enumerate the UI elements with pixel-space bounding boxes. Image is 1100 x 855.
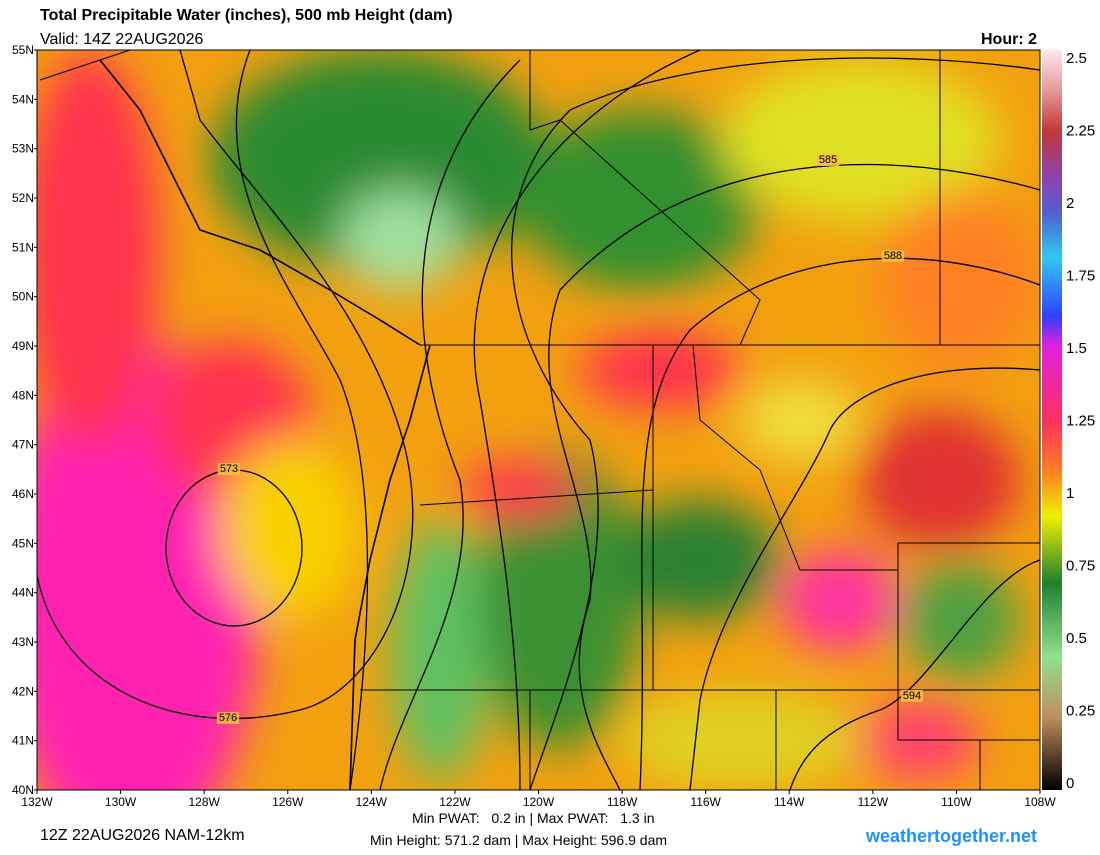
colorbar-label: 1.25 xyxy=(1066,413,1095,430)
latitude-label: 55N xyxy=(12,43,34,57)
colorbar-label: 0.5 xyxy=(1066,630,1087,647)
colorbar xyxy=(1042,50,1062,790)
longitude-label: 110W xyxy=(941,795,972,809)
contour-label: 594 xyxy=(903,690,921,702)
longitude-label: 124W xyxy=(356,795,388,809)
valid-time: Valid: 14Z 22AUG2026 xyxy=(40,31,203,48)
longitude-label: 132W xyxy=(21,795,53,809)
pwat-field xyxy=(37,50,1040,790)
latitude-label: 47N xyxy=(12,438,34,452)
colorbar-label: 1 xyxy=(1066,485,1074,502)
longitude-label: 122W xyxy=(439,795,471,809)
colorbar-label: 1.75 xyxy=(1066,268,1095,285)
model-run: 12Z 22AUG2026 NAM-12km xyxy=(40,827,245,844)
colorbar-label: 2 xyxy=(1066,195,1074,212)
latitude-label: 52N xyxy=(12,191,34,205)
contour-label-bg xyxy=(900,690,924,702)
latitude-label: 51N xyxy=(12,240,34,254)
colorbar-label: 2.5 xyxy=(1066,50,1087,67)
contour-label: 576 xyxy=(219,712,237,724)
colorbar-label: 0 xyxy=(1066,775,1074,792)
longitude-label: 126W xyxy=(272,795,304,809)
longitude-label: 112W xyxy=(858,795,889,809)
latitude-label: 42N xyxy=(12,684,34,698)
latitude-label: 53N xyxy=(12,142,34,156)
coastline xyxy=(99,59,431,790)
contour-label: 573 xyxy=(220,463,238,475)
longitude-label: 116W xyxy=(690,795,721,809)
height-stats: Min Height: 571.2 dam | Max Height: 596.… xyxy=(370,832,667,848)
contour-label: 585 xyxy=(819,154,837,166)
contour-label-bg xyxy=(816,154,840,166)
height-contours xyxy=(37,50,1040,790)
latitude-label: 41N xyxy=(12,734,34,748)
latitude-label: 43N xyxy=(12,635,34,649)
contour-label-bg xyxy=(217,463,241,475)
contour-label: 588 xyxy=(884,250,902,262)
latitude-label: 50N xyxy=(12,290,34,304)
title: Total Precipitable Water (inches), 500 m… xyxy=(40,7,453,24)
colorbar-label: 2.25 xyxy=(1066,123,1095,140)
latitude-label: 44N xyxy=(12,586,34,600)
colorbar-label: 1.5 xyxy=(1066,340,1087,357)
longitude-label: 128W xyxy=(188,795,220,809)
latitude-label: 46N xyxy=(12,487,34,501)
longitude-label: 118W xyxy=(607,795,638,809)
contour-label-bg xyxy=(216,712,240,724)
latitude-label: 54N xyxy=(12,92,34,106)
longitude-label: 120W xyxy=(523,795,555,809)
longitude-label: 114W xyxy=(774,795,805,809)
site-link[interactable]: weathertogether.net xyxy=(865,826,1037,846)
contour-label-bg xyxy=(881,250,905,262)
latitude-label: 45N xyxy=(12,536,34,550)
latitude-label: 48N xyxy=(12,388,34,402)
latitude-label: 49N xyxy=(12,339,34,353)
forecast-hour: Hour: 2 xyxy=(981,31,1037,48)
borders xyxy=(39,50,1040,790)
colorbar-label: 0.75 xyxy=(1066,558,1095,575)
longitude-label: 130W xyxy=(105,795,137,809)
longitude-label: 108W xyxy=(1024,795,1056,809)
colorbar-label: 0.25 xyxy=(1066,703,1095,720)
latitude-label: 40N xyxy=(12,783,34,797)
pwat-stats: Min PWAT: 0.2 in | Max PWAT: 1.3 in xyxy=(412,810,654,826)
